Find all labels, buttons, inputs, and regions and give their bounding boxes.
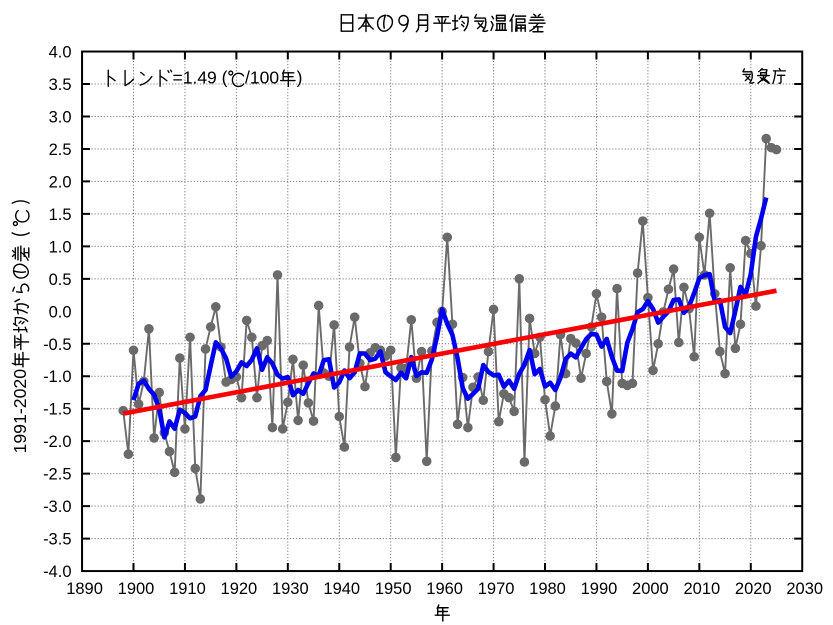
- svg-text:2.5: 2.5: [49, 141, 72, 159]
- svg-text:): ): [297, 68, 303, 88]
- svg-text:0.5: 0.5: [49, 271, 72, 289]
- svg-text:3.5: 3.5: [49, 76, 72, 94]
- svg-text:-3.0: -3.0: [43, 498, 71, 516]
- svg-text:3.0: 3.0: [49, 108, 72, 126]
- svg-text:/100: /100: [245, 68, 279, 88]
- svg-text:1930: 1930: [272, 580, 309, 598]
- svg-text:-2.5: -2.5: [43, 466, 71, 484]
- svg-text:2010: 2010: [683, 580, 720, 598]
- svg-text:2.0: 2.0: [49, 173, 72, 191]
- svg-text:1.0: 1.0: [49, 238, 72, 256]
- svg-text:1940: 1940: [323, 580, 360, 598]
- svg-text:1991-2020: 1991-2020: [10, 369, 30, 454]
- svg-text:1910: 1910: [169, 580, 206, 598]
- svg-text:-1.0: -1.0: [43, 368, 71, 386]
- svg-text:1.5: 1.5: [49, 206, 72, 224]
- svg-text:0.0: 0.0: [49, 303, 72, 321]
- svg-text:1920: 1920: [221, 580, 258, 598]
- svg-text:2030: 2030: [786, 580, 823, 598]
- svg-text:-3.5: -3.5: [43, 531, 71, 549]
- svg-text:1900: 1900: [118, 580, 155, 598]
- svg-text:4.0: 4.0: [49, 44, 72, 62]
- svg-text:-1.5: -1.5: [43, 401, 71, 419]
- svg-text:-4.0: -4.0: [43, 563, 71, 581]
- svg-text:1980: 1980: [529, 580, 566, 598]
- svg-text:1970: 1970: [478, 580, 515, 598]
- svg-text:1990: 1990: [581, 580, 618, 598]
- svg-text:-0.5: -0.5: [43, 336, 71, 354]
- svg-text:1960: 1960: [426, 580, 463, 598]
- svg-text:2000: 2000: [632, 580, 669, 598]
- svg-text:1950: 1950: [375, 580, 412, 598]
- svg-text:1890: 1890: [66, 580, 103, 598]
- svg-text:=1.49 (: =1.49 (: [173, 68, 228, 88]
- svg-text:2020: 2020: [735, 580, 772, 598]
- svg-text:-2.0: -2.0: [43, 433, 71, 451]
